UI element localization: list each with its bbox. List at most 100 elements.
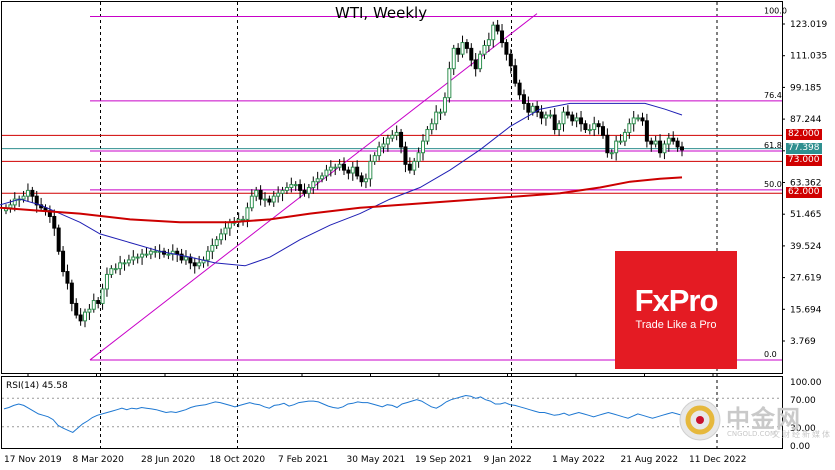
candle-body xyxy=(109,268,114,275)
candle-body xyxy=(671,137,676,142)
fib-level-label: 0.0 xyxy=(764,350,777,359)
watermark-cn-text: 中金网 xyxy=(726,405,801,433)
candle-body xyxy=(429,123,434,131)
y-tick-label: 51.465 xyxy=(790,210,822,220)
x-tick-label: 21 Aug 2022 xyxy=(621,455,679,465)
candle-body xyxy=(399,131,404,148)
candle-body xyxy=(126,259,131,264)
candle-body xyxy=(640,117,645,122)
candle-body xyxy=(342,163,346,171)
fib-level-label: 61.8 xyxy=(764,141,782,150)
candle-body xyxy=(548,114,553,117)
candle-body xyxy=(460,42,465,55)
candle-body xyxy=(280,189,285,194)
candle-body xyxy=(337,163,342,168)
candle-body xyxy=(122,262,127,265)
candle-body xyxy=(478,53,483,70)
candle-body xyxy=(381,143,386,148)
x-tick-label: 30 May 2021 xyxy=(347,455,406,465)
candle-body xyxy=(636,117,641,120)
candle-body xyxy=(451,47,456,70)
axes: 17 Nov 2019 8 Mar 2020 28 Jun 2020 18 Oct 2… xyxy=(4,20,827,465)
watermark-site-text: CNGOLD.COM xyxy=(727,430,777,438)
y-tick-label: 27.619 xyxy=(790,274,822,284)
candle-body xyxy=(210,244,215,252)
candle-body xyxy=(618,140,623,143)
candle-body xyxy=(34,195,39,206)
candle-body xyxy=(614,140,619,154)
x-tick-label: 7 Feb 2021 xyxy=(278,455,328,465)
candle-body xyxy=(517,82,522,96)
candle-body xyxy=(622,131,627,142)
candle-body xyxy=(539,111,544,119)
candle-body xyxy=(390,134,395,139)
candle-body xyxy=(258,189,263,200)
candle-body xyxy=(219,233,224,241)
price-badge: 77.398 xyxy=(786,142,822,154)
x-tick-label: 8 Mar 2020 xyxy=(73,455,125,465)
candle-body xyxy=(148,250,153,255)
candle-body xyxy=(30,189,35,197)
candle-body xyxy=(223,227,228,235)
candle-body xyxy=(605,134,610,154)
moving-averages xyxy=(0,102,683,267)
y-tick-label: 99.185 xyxy=(790,83,822,93)
candle-body xyxy=(680,146,684,151)
candle-body xyxy=(131,256,136,261)
candle-body xyxy=(183,256,188,261)
candle-body xyxy=(425,129,430,142)
candle-body xyxy=(403,146,408,165)
candle-body xyxy=(140,253,145,258)
candle-body xyxy=(289,184,294,188)
candle-body xyxy=(473,59,478,70)
candle-body xyxy=(421,140,426,154)
candle-body xyxy=(192,262,197,267)
candle-body xyxy=(74,302,79,316)
candle-body xyxy=(197,262,202,267)
candle-body xyxy=(118,262,123,270)
candle-body xyxy=(491,24,496,41)
candle-body xyxy=(346,169,351,174)
candle-body xyxy=(302,189,307,194)
candle-body xyxy=(315,178,320,183)
x-tick-label: 1 May 2022 xyxy=(552,455,605,465)
candle-body xyxy=(600,126,605,136)
main-plot-frame xyxy=(1,1,783,374)
rsi-y-tick-label: 0.00 xyxy=(790,442,810,452)
rsi-line xyxy=(3,394,683,433)
y-tick-label: 63.362 xyxy=(790,179,822,189)
candle-body xyxy=(355,166,360,177)
y-tick-label: 123.019 xyxy=(790,20,827,30)
candle-body xyxy=(113,268,118,271)
candle-body xyxy=(262,198,267,201)
candle-body xyxy=(675,140,680,148)
rsi-y-tick-label: 70.00 xyxy=(790,396,816,406)
x-tick-label: 17 Nov 2019 xyxy=(4,455,62,465)
fib-level-label: 76.4 xyxy=(764,91,782,100)
candle-body xyxy=(293,184,298,187)
y-tick-label: 87.244 xyxy=(790,115,822,125)
candle-body xyxy=(311,181,316,188)
logo-tagline: Trade Like a Pro xyxy=(635,319,717,331)
candle-body xyxy=(552,114,557,131)
fib-level-label: 100.0 xyxy=(764,6,787,15)
watermark-sub-text: 文财经新媒体 xyxy=(772,430,832,439)
candle-body xyxy=(464,42,469,49)
candle-body xyxy=(135,256,140,259)
candle-body xyxy=(482,44,487,55)
candle-body xyxy=(662,143,667,154)
candle-body xyxy=(442,97,447,113)
candle-body xyxy=(52,215,57,229)
candle-body xyxy=(328,166,333,171)
candle-body xyxy=(513,65,518,84)
x-tick-label: 28 Jun 2020 xyxy=(141,455,195,465)
candle-body xyxy=(78,314,83,322)
candle-body xyxy=(359,175,364,183)
candle-body xyxy=(245,207,250,220)
candle-body xyxy=(574,117,579,122)
chart-title: WTI, Weekly xyxy=(335,4,427,22)
rsi-y-tick-label: 100.00 xyxy=(790,378,822,388)
candle-body xyxy=(69,282,74,304)
candle-body xyxy=(83,311,88,322)
candle-body xyxy=(144,253,149,256)
